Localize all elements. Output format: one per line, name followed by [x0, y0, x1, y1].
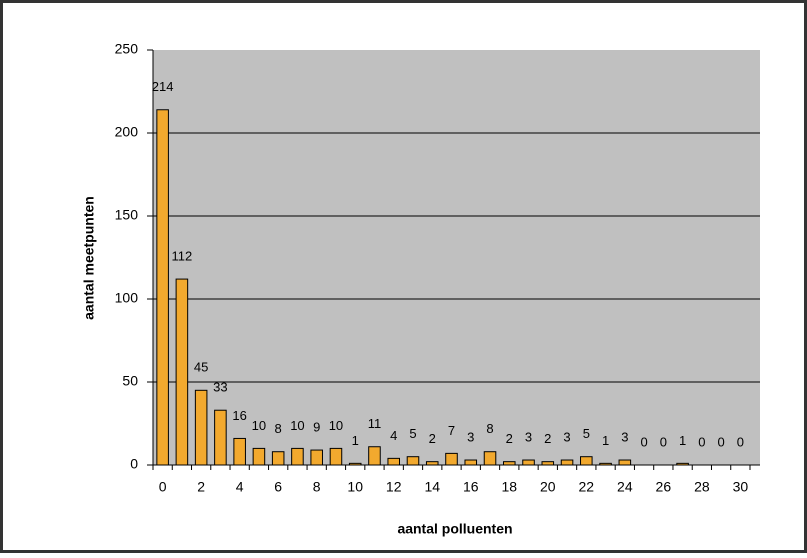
- value-label: 10: [329, 418, 343, 433]
- x-tick-label: 18: [501, 479, 517, 495]
- x-tick-label: 12: [386, 479, 402, 495]
- value-label: 2: [544, 431, 551, 446]
- value-label: 3: [563, 429, 570, 444]
- bar: [194, 389, 208, 466]
- y-tick-label: 0: [130, 456, 138, 472]
- value-label: 0: [698, 434, 705, 449]
- bar: [291, 447, 304, 466]
- value-label: 7: [448, 423, 455, 438]
- plot-area: [153, 50, 760, 465]
- bar: [676, 462, 689, 466]
- bar: [406, 456, 420, 466]
- x-tick-label: 14: [424, 479, 440, 495]
- x-tick-label: 26: [656, 479, 672, 495]
- value-label: 0: [660, 434, 667, 449]
- x-tick-label: 4: [236, 479, 244, 495]
- bar: [445, 452, 458, 466]
- value-label: 0: [737, 434, 744, 449]
- bar: [522, 459, 535, 466]
- x-tick-label: 16: [463, 479, 479, 495]
- value-label: 8: [275, 421, 282, 436]
- bar: [541, 461, 555, 466]
- bar: [368, 446, 381, 466]
- y-tick-label: 100: [115, 290, 139, 306]
- x-tick-label: 10: [347, 479, 363, 495]
- x-axis-title: aantal polluenten: [397, 521, 512, 537]
- y-tick-label: 200: [115, 124, 139, 140]
- value-label: 0: [717, 434, 724, 449]
- value-label: 1: [602, 433, 609, 448]
- value-label: 5: [583, 426, 590, 441]
- value-label: 33: [213, 380, 227, 395]
- bar: [387, 457, 401, 466]
- value-label: 3: [467, 429, 474, 444]
- x-tick-label: 22: [579, 479, 595, 495]
- value-label: 16: [232, 408, 246, 423]
- value-label: 10: [290, 418, 304, 433]
- x-tick-label: 28: [694, 479, 710, 495]
- x-tick-label: 30: [733, 479, 749, 495]
- value-label: 11: [368, 416, 382, 431]
- value-label: 2: [506, 431, 513, 446]
- value-label: 112: [172, 249, 193, 264]
- value-label: 45: [194, 360, 208, 375]
- bar: [271, 451, 285, 466]
- y-tick-label: 50: [122, 373, 138, 389]
- bar: [464, 459, 478, 466]
- value-label: 3: [621, 429, 628, 444]
- bar: [580, 456, 593, 466]
- value-label: 1: [679, 433, 686, 448]
- bar: [483, 451, 497, 466]
- x-tick-label: 24: [617, 479, 633, 495]
- y-tick-label: 250: [115, 41, 139, 57]
- x-tick-label: 6: [274, 479, 282, 495]
- bar: [502, 461, 516, 466]
- bar: [599, 462, 612, 466]
- bar: [348, 462, 362, 466]
- bar: [618, 459, 632, 466]
- value-label: 10: [252, 418, 266, 433]
- bar: [560, 459, 574, 466]
- value-label: 2: [429, 431, 436, 446]
- value-label: 214: [152, 79, 174, 94]
- bar: [214, 409, 227, 466]
- value-label: 3: [525, 429, 532, 444]
- value-label: 4: [390, 428, 397, 443]
- bar: [252, 447, 266, 466]
- bar: [425, 461, 439, 466]
- value-label: 9: [313, 419, 320, 434]
- bar: [175, 278, 189, 466]
- x-tick-label: 2: [197, 479, 205, 495]
- x-tick-label: 20: [540, 479, 556, 495]
- value-label: 0: [640, 434, 647, 449]
- bar: [329, 447, 343, 466]
- value-label: 8: [486, 421, 493, 436]
- y-tick-label: 150: [115, 207, 139, 223]
- bar: [233, 437, 246, 466]
- x-tick-label: 8: [313, 479, 321, 495]
- value-label: 1: [352, 433, 359, 448]
- x-tick-label: 0: [159, 479, 167, 495]
- bar: [310, 449, 323, 466]
- bar: [156, 109, 169, 466]
- y-axis-title: aantal meetpunten: [81, 196, 97, 320]
- value-label: 5: [409, 426, 416, 441]
